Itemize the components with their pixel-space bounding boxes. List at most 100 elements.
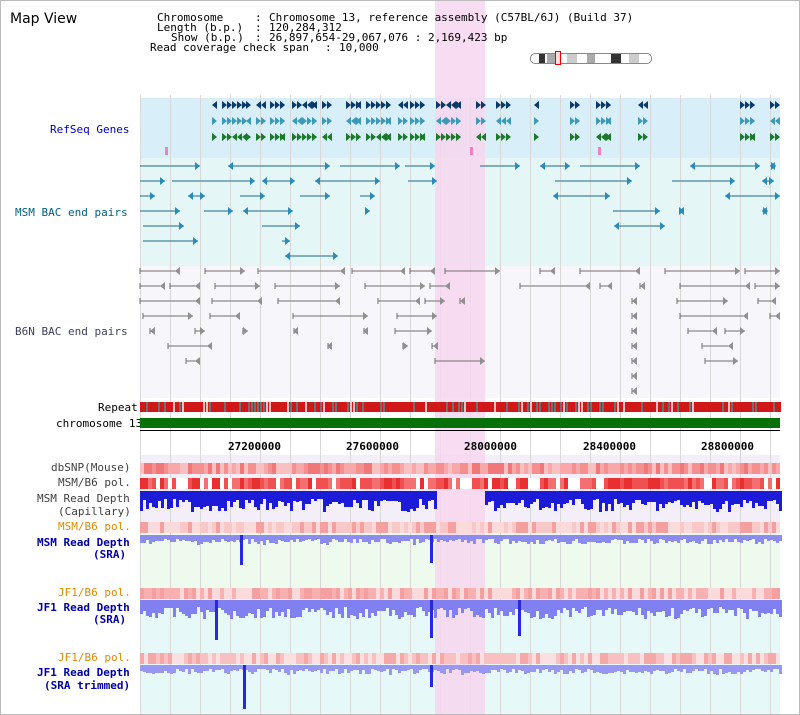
feature-arrow[interactable]	[750, 117, 755, 125]
feature-arrow[interactable]	[195, 297, 200, 305]
feature-arrow[interactable]	[451, 101, 456, 109]
feature-arrow[interactable]	[643, 101, 648, 109]
feature-arrow[interactable]	[356, 117, 361, 125]
feature-arrow[interactable]	[222, 117, 227, 125]
feature-arrow[interactable]	[770, 162, 775, 170]
feature-arrow[interactable]	[606, 133, 611, 141]
feature-arrow[interactable]	[440, 297, 445, 305]
feature-arrow[interactable]	[292, 101, 297, 109]
feature-arrow[interactable]	[540, 162, 545, 170]
feature-arrow[interactable]	[762, 177, 767, 185]
feature-arrow[interactable]	[476, 117, 481, 125]
feature-arrow[interactable]	[415, 133, 420, 141]
feature-arrow[interactable]	[371, 133, 376, 141]
feature-arrow[interactable]	[740, 327, 745, 335]
jf1-b6-pol-track-1[interactable]	[140, 588, 780, 599]
feature-arrow[interactable]	[456, 101, 461, 109]
feature-arrow[interactable]	[430, 267, 435, 275]
feature-arrow[interactable]	[745, 133, 750, 141]
feature-arrow[interactable]	[410, 117, 415, 125]
feature-arrow[interactable]	[415, 101, 420, 109]
feature-arrow[interactable]	[240, 267, 245, 275]
feature-arrow[interactable]	[632, 387, 637, 395]
feature-arrow[interactable]	[550, 267, 555, 275]
feature-arrow[interactable]	[386, 133, 391, 141]
feature-arrow[interactable]	[297, 117, 302, 125]
feature-arrow[interactable]	[150, 192, 155, 200]
feature-arrow[interactable]	[643, 117, 648, 125]
feature-arrow[interactable]	[175, 207, 180, 215]
feature-arrow[interactable]	[193, 237, 198, 245]
feature-arrow[interactable]	[596, 101, 601, 109]
feature-arrow[interactable]	[398, 133, 403, 141]
feature-arrow[interactable]	[750, 133, 755, 141]
feature-arrow[interactable]	[481, 133, 486, 141]
feature-arrow[interactable]	[292, 133, 297, 141]
feature-arrow[interactable]	[733, 357, 738, 365]
feature-arrow[interactable]	[275, 133, 280, 141]
feature-arrow[interactable]	[295, 222, 300, 230]
feature-arrow[interactable]	[322, 117, 327, 125]
feature-arrow[interactable]	[481, 117, 486, 125]
feature-arrow[interactable]	[632, 297, 637, 305]
feature-arrow[interactable]	[740, 117, 745, 125]
feature-arrow[interactable]	[376, 133, 381, 141]
feature-arrow[interactable]	[246, 133, 251, 141]
feature-arrow[interactable]	[200, 192, 205, 200]
feature-arrow[interactable]	[250, 177, 255, 185]
feature-arrow[interactable]	[501, 117, 506, 125]
feature-arrow[interactable]	[441, 101, 446, 109]
feature-arrow[interactable]	[445, 282, 450, 290]
feature-arrow[interactable]	[770, 117, 775, 125]
chromosome-ideogram[interactable]	[530, 53, 652, 64]
feature-arrow[interactable]	[775, 282, 780, 290]
feature-arrow[interactable]	[200, 327, 205, 335]
feature-arrow[interactable]	[745, 117, 750, 125]
feature-arrow[interactable]	[750, 101, 755, 109]
feature-arrow[interactable]	[386, 117, 391, 125]
dbsnp-track[interactable]	[140, 463, 780, 474]
feature-arrow[interactable]	[256, 101, 261, 109]
feature-arrow[interactable]	[262, 177, 267, 185]
feature-arrow[interactable]	[690, 162, 695, 170]
feature-arrow[interactable]	[456, 133, 461, 141]
feature-arrow[interactable]	[232, 101, 237, 109]
feature-arrow[interactable]	[771, 297, 776, 305]
feature-arrow[interactable]	[725, 192, 730, 200]
feature-arrow[interactable]	[480, 357, 485, 365]
feature-arrow[interactable]	[403, 342, 408, 350]
feature-arrow[interactable]	[606, 101, 611, 109]
feature-arrow[interactable]	[745, 282, 750, 290]
feature-arrow[interactable]	[632, 327, 637, 335]
feature-arrow[interactable]	[292, 117, 297, 125]
feature-arrow[interactable]	[775, 101, 780, 109]
feature-arrow[interactable]	[228, 162, 233, 170]
feature-arrow[interactable]	[227, 101, 232, 109]
feature-arrow[interactable]	[506, 117, 511, 125]
feature-arrow[interactable]	[242, 101, 247, 109]
feature-arrow[interactable]	[441, 133, 446, 141]
feature-arrow[interactable]	[325, 162, 330, 170]
feature-arrow[interactable]	[370, 192, 375, 200]
feature-arrow[interactable]	[632, 372, 637, 380]
feature-arrow[interactable]	[237, 133, 242, 141]
feature-arrow[interactable]	[398, 117, 403, 125]
feature-arrow[interactable]	[570, 117, 575, 125]
feature-arrow[interactable]	[150, 327, 155, 335]
feature-arrow[interactable]	[770, 101, 775, 109]
repeat-track[interactable]	[140, 402, 781, 412]
feature-arrow[interactable]	[235, 312, 240, 320]
feature-arrow[interactable]	[575, 101, 580, 109]
feature-arrow[interactable]	[366, 101, 371, 109]
feature-arrow[interactable]	[288, 207, 293, 215]
feature-arrow[interactable]	[160, 177, 165, 185]
feature-arrow[interactable]	[565, 162, 570, 170]
jf1-b6-pol-track-2[interactable]	[140, 653, 780, 664]
feature-arrow[interactable]	[363, 327, 368, 335]
feature-arrow[interactable]	[679, 207, 684, 215]
feature-arrow[interactable]	[415, 117, 420, 125]
feature-arrow[interactable]	[627, 177, 632, 185]
feature-arrow[interactable]	[570, 133, 575, 141]
feature-arrow[interactable]	[285, 252, 290, 260]
feature-arrow[interactable]	[575, 133, 580, 141]
